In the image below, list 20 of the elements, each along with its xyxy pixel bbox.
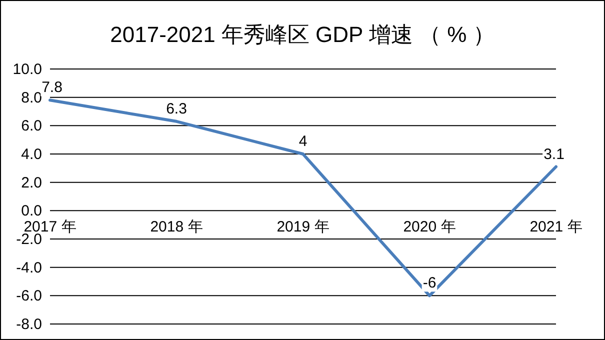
- y-tick-label: 6.0: [21, 118, 42, 135]
- data-label: 6.3: [166, 100, 187, 118]
- x-tick-label: 2020 年: [403, 218, 456, 236]
- x-tick-label: 2018 年: [150, 218, 203, 236]
- data-label: -6: [422, 274, 436, 292]
- y-tick-label: 4.0: [21, 146, 42, 163]
- y-tick-label: -4.0: [16, 259, 42, 276]
- data-label: 4: [298, 133, 308, 150]
- data-label: 3.1: [544, 146, 564, 163]
- y-tick-label: -6.0: [16, 288, 42, 305]
- y-tick-label: -2.0: [16, 231, 42, 248]
- y-tick-label: 0.0: [21, 202, 42, 220]
- x-tick-label: 2019 年: [276, 218, 330, 236]
- x-tick-label: 2021 年: [530, 218, 582, 236]
- y-tick-label: -8.0: [16, 316, 42, 333]
- chart-title: 2017-2021 年秀峰区 GDP 增速 （ % ）: [110, 22, 495, 47]
- y-tick-label: 8.0: [21, 89, 42, 106]
- y-tick-label: 2.0: [21, 174, 42, 192]
- data-label: 7.8: [42, 79, 62, 96]
- y-tick-label: 10.0: [12, 61, 42, 78]
